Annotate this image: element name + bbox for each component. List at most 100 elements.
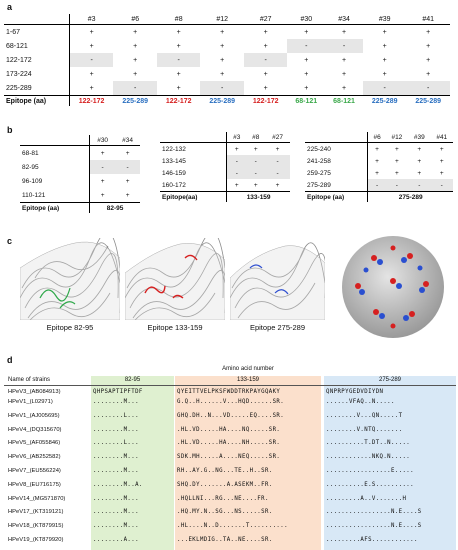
column-header: #34 bbox=[115, 135, 140, 146]
sequence-segment: .................N.E....S bbox=[326, 523, 422, 530]
footer-label: Epitope (aa) bbox=[4, 95, 70, 106]
strain-name: HPeV4_(DQ315670) bbox=[8, 426, 62, 433]
table-cell: - bbox=[113, 81, 157, 96]
table-cell: + bbox=[439, 169, 444, 177]
column-header: #12 bbox=[385, 132, 409, 143]
table-cell: + bbox=[263, 70, 268, 78]
alignment-divider bbox=[4, 385, 456, 386]
row-label: 82-95 bbox=[22, 163, 39, 171]
table-row: 82-95 - - bbox=[20, 160, 140, 174]
table-cell: + bbox=[220, 56, 225, 64]
table-row: 275-289- - - - bbox=[305, 179, 453, 192]
table-cell: + bbox=[394, 145, 399, 153]
sequence-alignment: 82-95 133-159 275-289 Amino acid number Name… bbox=[0, 366, 458, 550]
strain-name: HPeV1_(L02971) bbox=[8, 399, 53, 405]
table-cell: - bbox=[287, 39, 326, 53]
strain-name: HPeV17_(KT319121) bbox=[8, 509, 64, 516]
epitope-value: 122-172 bbox=[68, 95, 114, 106]
epitope-value: 82-95 bbox=[89, 202, 140, 213]
table-cell: - bbox=[115, 160, 140, 174]
sequence-segment: .........A..V.......H bbox=[326, 495, 407, 502]
table-cell: + bbox=[439, 145, 444, 153]
epitope-value: 133-159 bbox=[226, 191, 290, 202]
table-cell: + bbox=[263, 42, 268, 50]
table-cell: + bbox=[133, 56, 138, 64]
sequence-segment: .................E..... bbox=[326, 468, 414, 474]
table-row: 225-289 + - + - + + + - - bbox=[4, 81, 450, 96]
column-header: #3 bbox=[68, 14, 114, 25]
table-row: 68-121 + + + + + - - + + bbox=[4, 39, 450, 53]
table-cell: + bbox=[133, 70, 138, 78]
corner-cell bbox=[20, 135, 90, 146]
sequence-segment: QNPRPYGEDVDIYDN bbox=[326, 389, 384, 395]
table-cell: + bbox=[417, 169, 422, 177]
table-cell: + bbox=[304, 70, 309, 78]
strain-name: HPeV19_(KT879920) bbox=[8, 537, 64, 543]
table-b3: #6 #12 #39 #41 225-240 + + + +241-258 + + + +259-275… bbox=[305, 132, 453, 202]
column-header: #6 bbox=[113, 14, 157, 25]
table-cell: + bbox=[394, 169, 399, 177]
epitope-value: 275-289 bbox=[367, 191, 453, 202]
row-label: 173-224 bbox=[6, 70, 32, 78]
table-cell: + bbox=[253, 181, 258, 189]
epitope-value: 122-172 bbox=[156, 95, 201, 106]
table-cell: + bbox=[125, 191, 130, 199]
strain-name: HPeV7_(EU556224) bbox=[8, 468, 61, 474]
table-cell: + bbox=[176, 70, 181, 78]
row-label: 160-172 bbox=[162, 181, 186, 189]
sequence-segment: .HL....N..D.......T.......... bbox=[177, 523, 288, 530]
table-cell: + bbox=[68, 81, 114, 96]
table-row: 96-109 + + bbox=[20, 174, 140, 188]
table-cell: - bbox=[226, 155, 247, 167]
sequence-segment: ........L... bbox=[93, 412, 139, 419]
epitope-value: 225-289 bbox=[362, 95, 407, 106]
column-header: #39 bbox=[408, 132, 431, 143]
caption-epitope-2: Epitope 133-159 bbox=[147, 323, 203, 332]
table-cell: - bbox=[385, 179, 409, 192]
strain-name: HPeV6_(AB252582) bbox=[8, 454, 61, 461]
strain-name: HPeV3_(AB084913) bbox=[8, 389, 61, 395]
region-label: 133-159 bbox=[236, 377, 260, 383]
sequence-segment: .................N.E....S bbox=[326, 509, 422, 516]
structure-epitope-133-159 bbox=[125, 238, 225, 320]
table-cell: + bbox=[176, 84, 181, 92]
table-cell: + bbox=[275, 145, 280, 153]
sequence-segment: RH..AY.G..NG...TE..H..SR. bbox=[177, 468, 273, 474]
footer-label: Epitope (aa) bbox=[20, 202, 90, 213]
epitope-value: 122-172 bbox=[243, 95, 288, 106]
table-cell: - bbox=[362, 81, 407, 96]
table-cell: + bbox=[426, 70, 431, 78]
table-cell: - bbox=[408, 179, 431, 192]
table-cell: + bbox=[367, 142, 386, 155]
table-cell: + bbox=[226, 142, 247, 155]
row-label: 68-81 bbox=[22, 149, 39, 157]
table-row: 225-240 + + + + bbox=[305, 142, 453, 155]
sequence-segment: .HQ.MY.N..SG...NS.....SR. bbox=[177, 509, 273, 516]
table-b2: #3 #8 #27 122-132 + + +133-145- - -146-159- - -160… bbox=[160, 132, 290, 202]
row-label: 133-145 bbox=[162, 157, 186, 165]
table-cell: + bbox=[89, 188, 116, 203]
column-header: #8 bbox=[156, 14, 201, 25]
table-cell: + bbox=[439, 157, 444, 165]
sequence-segment: SHQ.DY.......A.ASEKM..FR. bbox=[177, 481, 273, 488]
region-label: 275-289 bbox=[378, 377, 402, 383]
sequence-segment: ..........E.S.......... bbox=[326, 481, 414, 488]
table-cell: + bbox=[125, 149, 130, 157]
sequence-segment: ........M... bbox=[93, 523, 139, 530]
row-label: 225-289 bbox=[6, 84, 32, 92]
table-cell: - bbox=[430, 179, 453, 192]
caption-epitope-1: Epitope 82-95 bbox=[46, 323, 94, 332]
row-label: 275-289 bbox=[307, 181, 331, 189]
column-header: #8 bbox=[246, 132, 266, 143]
table-cell: + bbox=[304, 84, 309, 92]
table-cell: + bbox=[426, 56, 431, 64]
strain-name-header: Name of strains bbox=[8, 377, 51, 383]
sequence-segment: .HL.VD.....HA....NH.....SR. bbox=[177, 440, 281, 447]
table-row: 110-121 + + bbox=[20, 188, 140, 203]
column-header: #27 bbox=[243, 14, 288, 25]
sequence-segment: ........M... bbox=[93, 426, 139, 433]
table-cell: + bbox=[220, 42, 225, 50]
table-cell: + bbox=[382, 28, 387, 36]
column-header: #39 bbox=[362, 14, 407, 25]
table-cell: + bbox=[275, 181, 280, 189]
